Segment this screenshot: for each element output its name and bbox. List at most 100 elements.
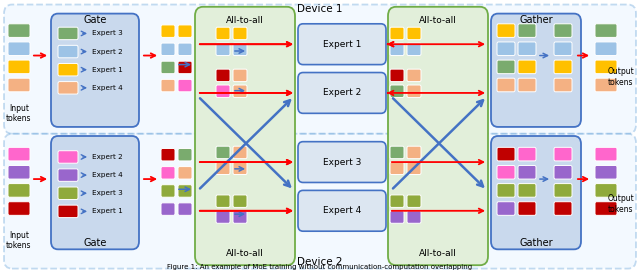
FancyBboxPatch shape	[51, 14, 139, 127]
FancyBboxPatch shape	[233, 211, 247, 223]
FancyBboxPatch shape	[8, 24, 30, 38]
FancyBboxPatch shape	[390, 85, 404, 97]
FancyBboxPatch shape	[161, 79, 175, 92]
FancyBboxPatch shape	[407, 69, 421, 82]
FancyBboxPatch shape	[58, 187, 78, 199]
FancyBboxPatch shape	[161, 185, 175, 197]
FancyBboxPatch shape	[407, 27, 421, 40]
Text: Expert 2: Expert 2	[92, 154, 123, 160]
Text: Output
tokens: Output tokens	[607, 67, 634, 87]
FancyBboxPatch shape	[390, 146, 404, 159]
FancyBboxPatch shape	[491, 136, 581, 249]
FancyBboxPatch shape	[407, 195, 421, 207]
FancyBboxPatch shape	[390, 43, 404, 55]
FancyBboxPatch shape	[497, 24, 515, 38]
FancyBboxPatch shape	[518, 78, 536, 92]
FancyBboxPatch shape	[178, 185, 192, 197]
FancyBboxPatch shape	[8, 165, 30, 179]
FancyBboxPatch shape	[8, 42, 30, 55]
FancyBboxPatch shape	[8, 78, 30, 92]
FancyBboxPatch shape	[390, 27, 404, 40]
FancyBboxPatch shape	[233, 69, 247, 82]
Text: Expert 4: Expert 4	[92, 172, 123, 178]
FancyBboxPatch shape	[58, 27, 78, 40]
Text: Expert 2: Expert 2	[323, 88, 361, 97]
FancyBboxPatch shape	[233, 43, 247, 55]
FancyBboxPatch shape	[390, 195, 404, 207]
FancyBboxPatch shape	[554, 202, 572, 215]
FancyBboxPatch shape	[595, 24, 617, 38]
FancyBboxPatch shape	[518, 42, 536, 55]
FancyBboxPatch shape	[233, 27, 247, 40]
Text: Expert 2: Expert 2	[92, 49, 123, 55]
FancyBboxPatch shape	[298, 24, 386, 65]
FancyBboxPatch shape	[216, 27, 230, 40]
FancyBboxPatch shape	[161, 25, 175, 38]
Text: Expert 1: Expert 1	[92, 208, 123, 214]
FancyBboxPatch shape	[518, 147, 536, 161]
FancyBboxPatch shape	[407, 43, 421, 55]
FancyBboxPatch shape	[51, 136, 139, 249]
FancyBboxPatch shape	[595, 78, 617, 92]
FancyBboxPatch shape	[8, 184, 30, 197]
FancyBboxPatch shape	[407, 146, 421, 159]
FancyBboxPatch shape	[390, 69, 404, 82]
FancyBboxPatch shape	[595, 202, 617, 215]
FancyBboxPatch shape	[497, 42, 515, 55]
Text: All-to-all: All-to-all	[226, 249, 264, 258]
FancyBboxPatch shape	[216, 69, 230, 82]
Text: All-to-all: All-to-all	[419, 16, 457, 25]
FancyBboxPatch shape	[298, 190, 386, 231]
FancyBboxPatch shape	[195, 7, 295, 265]
FancyBboxPatch shape	[595, 60, 617, 74]
Text: Output
tokens: Output tokens	[607, 194, 634, 214]
FancyBboxPatch shape	[58, 151, 78, 163]
Text: Figure 1: An example of MoE training without communication-computation overlappi: Figure 1: An example of MoE training wit…	[168, 264, 472, 270]
FancyBboxPatch shape	[298, 142, 386, 183]
FancyBboxPatch shape	[178, 43, 192, 55]
FancyBboxPatch shape	[388, 7, 488, 265]
FancyBboxPatch shape	[161, 43, 175, 55]
FancyBboxPatch shape	[216, 195, 230, 207]
FancyBboxPatch shape	[518, 184, 536, 197]
Text: Gather: Gather	[519, 237, 553, 248]
FancyBboxPatch shape	[233, 195, 247, 207]
FancyBboxPatch shape	[518, 202, 536, 215]
FancyBboxPatch shape	[390, 162, 404, 175]
FancyBboxPatch shape	[161, 166, 175, 179]
FancyBboxPatch shape	[178, 149, 192, 161]
FancyBboxPatch shape	[178, 203, 192, 215]
Text: All-to-all: All-to-all	[226, 16, 264, 25]
FancyBboxPatch shape	[554, 24, 572, 38]
Text: Expert 4: Expert 4	[92, 85, 123, 91]
FancyBboxPatch shape	[518, 165, 536, 179]
Text: Device 2: Device 2	[297, 257, 343, 267]
FancyBboxPatch shape	[8, 202, 30, 215]
FancyBboxPatch shape	[595, 184, 617, 197]
Text: Device 1: Device 1	[297, 4, 343, 14]
Text: Expert 3: Expert 3	[323, 157, 361, 166]
FancyBboxPatch shape	[491, 14, 581, 127]
Text: Expert 1: Expert 1	[323, 40, 361, 49]
Text: Input
tokens: Input tokens	[6, 104, 32, 123]
Text: Expert 3: Expert 3	[92, 190, 123, 196]
FancyBboxPatch shape	[554, 60, 572, 74]
FancyBboxPatch shape	[178, 79, 192, 92]
FancyBboxPatch shape	[554, 78, 572, 92]
Text: Expert 3: Expert 3	[92, 30, 123, 36]
FancyBboxPatch shape	[390, 211, 404, 223]
Text: All-to-all: All-to-all	[419, 249, 457, 258]
Text: Input
tokens: Input tokens	[6, 231, 32, 250]
FancyBboxPatch shape	[216, 162, 230, 175]
FancyBboxPatch shape	[497, 78, 515, 92]
FancyBboxPatch shape	[518, 60, 536, 74]
FancyBboxPatch shape	[161, 149, 175, 161]
Text: Expert 4: Expert 4	[323, 206, 361, 215]
FancyBboxPatch shape	[407, 162, 421, 175]
FancyBboxPatch shape	[407, 85, 421, 97]
FancyBboxPatch shape	[407, 211, 421, 223]
FancyBboxPatch shape	[554, 165, 572, 179]
FancyBboxPatch shape	[4, 134, 636, 269]
Text: Gather: Gather	[519, 16, 553, 25]
FancyBboxPatch shape	[58, 82, 78, 94]
